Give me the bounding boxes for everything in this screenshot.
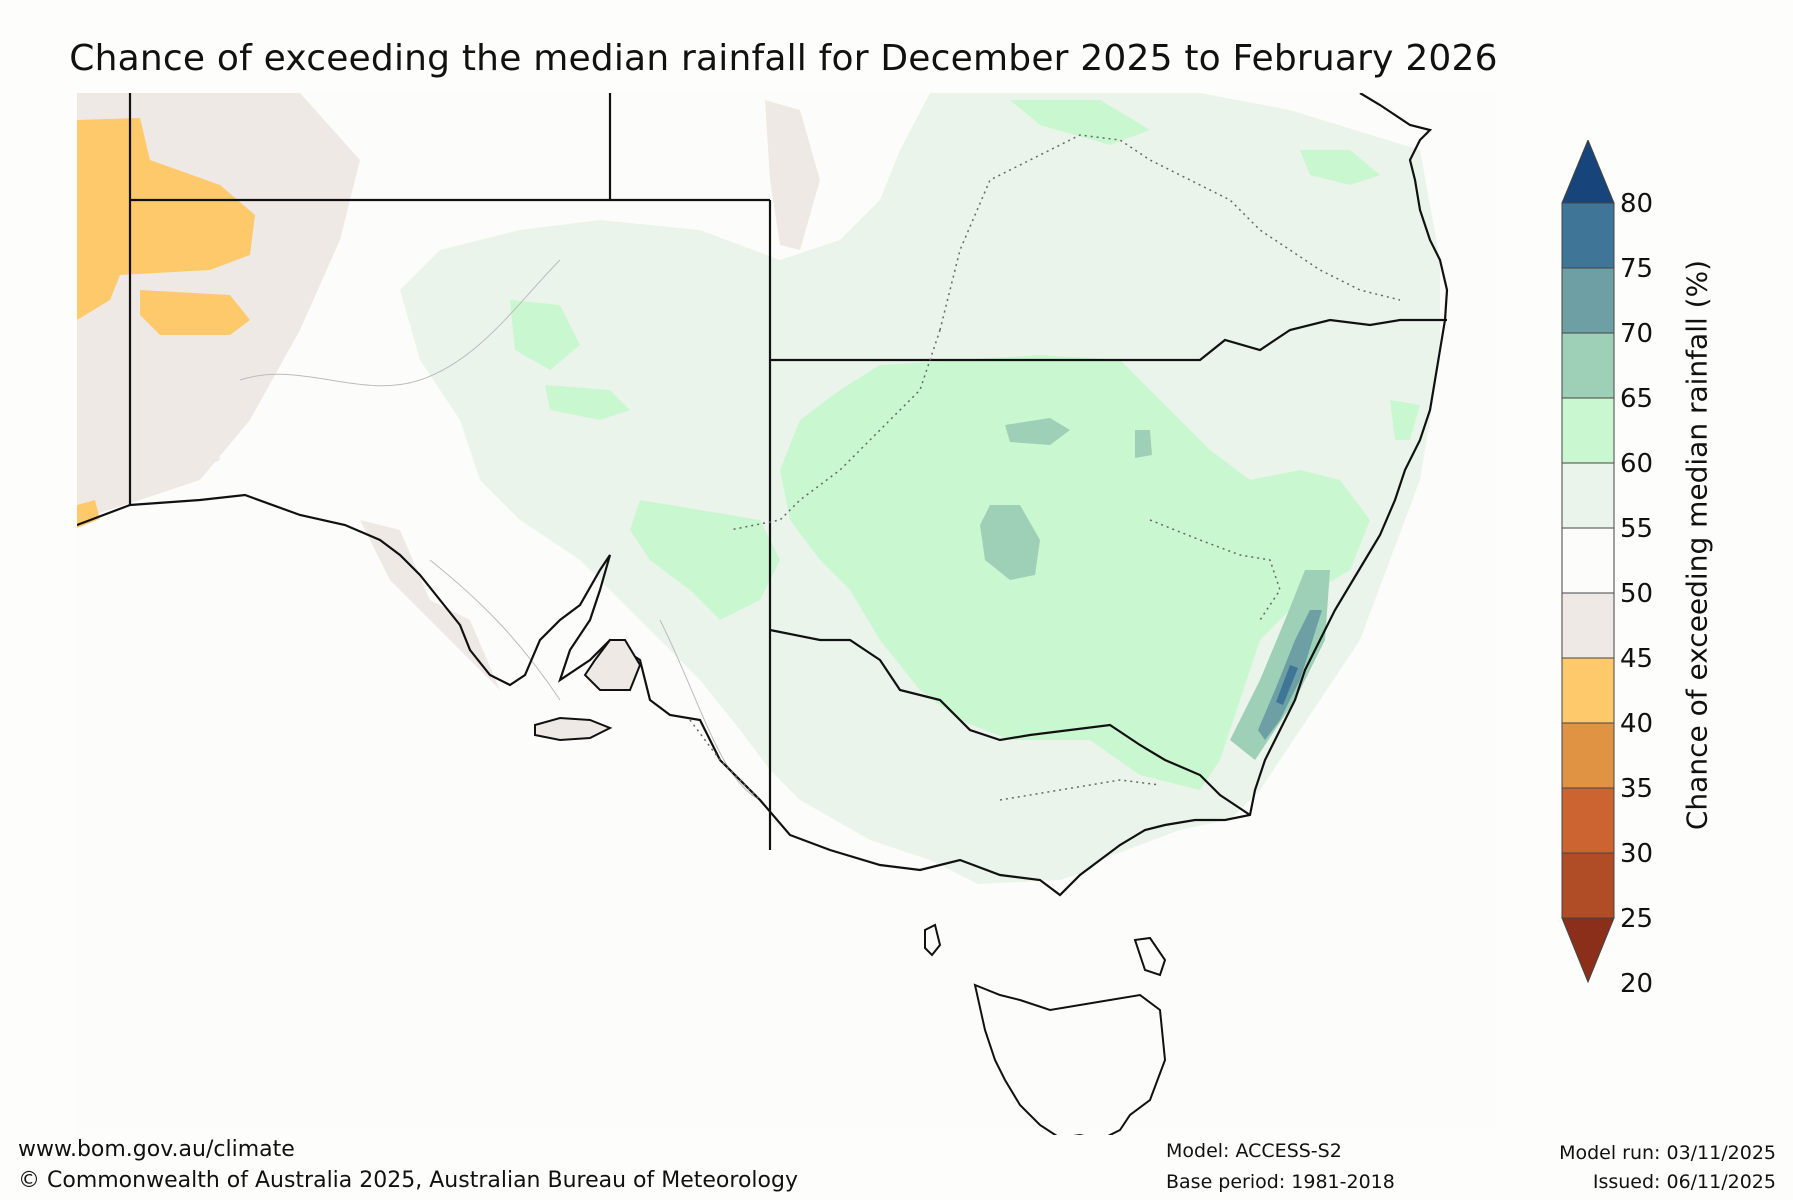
colorbar-tick-30: 30 [1620,839,1654,869]
colorbar-bottom-arrow [1561,917,1615,984]
blue-zone [1276,665,1298,705]
colorbar-bin-25-30 [1561,787,1615,854]
footer-copyright: © Commonwealth of Australia 2025, Austra… [18,1168,798,1193]
region-boundaries [689,134,1401,801]
colorbar-tick-45: 45 [1620,644,1654,674]
colorbar-bin-40-45 [1561,592,1615,659]
colorbar-bin-60-65 [1561,332,1615,399]
colorbar-bin-30-35 [1561,722,1615,789]
above-median-zone-west [630,500,780,620]
teal-zone-3 [1135,430,1152,458]
above-median-patch-qld-north [1010,100,1150,145]
colorbar-bin-50-55 [1561,462,1615,529]
colorbar-tick-55: 55 [1620,514,1654,544]
above-median-patch-qld [1300,150,1380,185]
colorbar-bin-20-25 [1561,852,1615,919]
state-borders [128,93,1447,850]
footer-issued: Issued: 06/11/2025 [1592,1171,1776,1193]
colorbar-tick-65: 65 [1620,384,1654,414]
king-island [924,923,942,957]
above-median-patch-sa-2 [545,385,630,420]
colorbar-top-arrow [1561,140,1615,204]
above-median-patch-coast [1390,400,1420,440]
teal-zone-coast [1230,570,1330,760]
above-median-zone-main [780,355,1370,790]
colorbar-bin-65-70 [1561,267,1615,334]
kangaroo-island [534,716,613,742]
colorbar-bin-55-60 [1561,397,1615,464]
colorbar-tick-40: 40 [1620,709,1654,739]
colorbar-tick-35: 35 [1620,774,1654,804]
colorbar-tick-60: 60 [1620,449,1654,479]
colorbar-tick-25: 25 [1620,904,1654,934]
footer-model: Model: ACCESS-S2 [1166,1140,1342,1162]
coastline-mainland [77,93,1449,897]
contour-lines [239,259,761,801]
tasmania-coastline [973,983,1167,1135]
colorbar-title: Chance of exceeding median rainfall (%) [1680,259,1714,831]
colorbar-tick-50: 50 [1620,579,1654,609]
colorbar-bin-35-40 [1561,657,1615,724]
orange-zone-nw [77,118,255,320]
orange-zone-nw-2 [140,290,250,335]
below-median-zone-central-north [765,100,820,250]
colorbar [1561,140,1615,984]
ocean [77,500,1497,1135]
footer-base-period: Base period: 1981-2018 [1166,1171,1395,1193]
orange-zone-sw [77,500,100,528]
teal-zone-2 [980,505,1040,580]
colorbar-tick-75: 75 [1620,254,1654,284]
below-median-patch [175,410,220,470]
teal-zone-1 [1005,418,1070,445]
ocean-east [1410,93,1497,790]
colorbar-tick-20: 20 [1620,969,1654,999]
footer-website: www.bom.gov.au/climate [18,1137,295,1162]
colorbar-tick-70: 70 [1620,319,1654,349]
colorbar-bin-45-50 [1561,527,1615,594]
above-median-patch-sa-1 [510,300,580,370]
colorbar-tick-80: 80 [1620,189,1654,219]
map-title: Chance of exceeding the median rainfall … [69,38,1498,79]
flinders-island [1133,936,1167,977]
footer-model-run: Model run: 03/11/2025 [1559,1142,1776,1164]
yorke-peninsula [583,639,642,691]
colorbar-bin-70-75 [1561,202,1615,269]
